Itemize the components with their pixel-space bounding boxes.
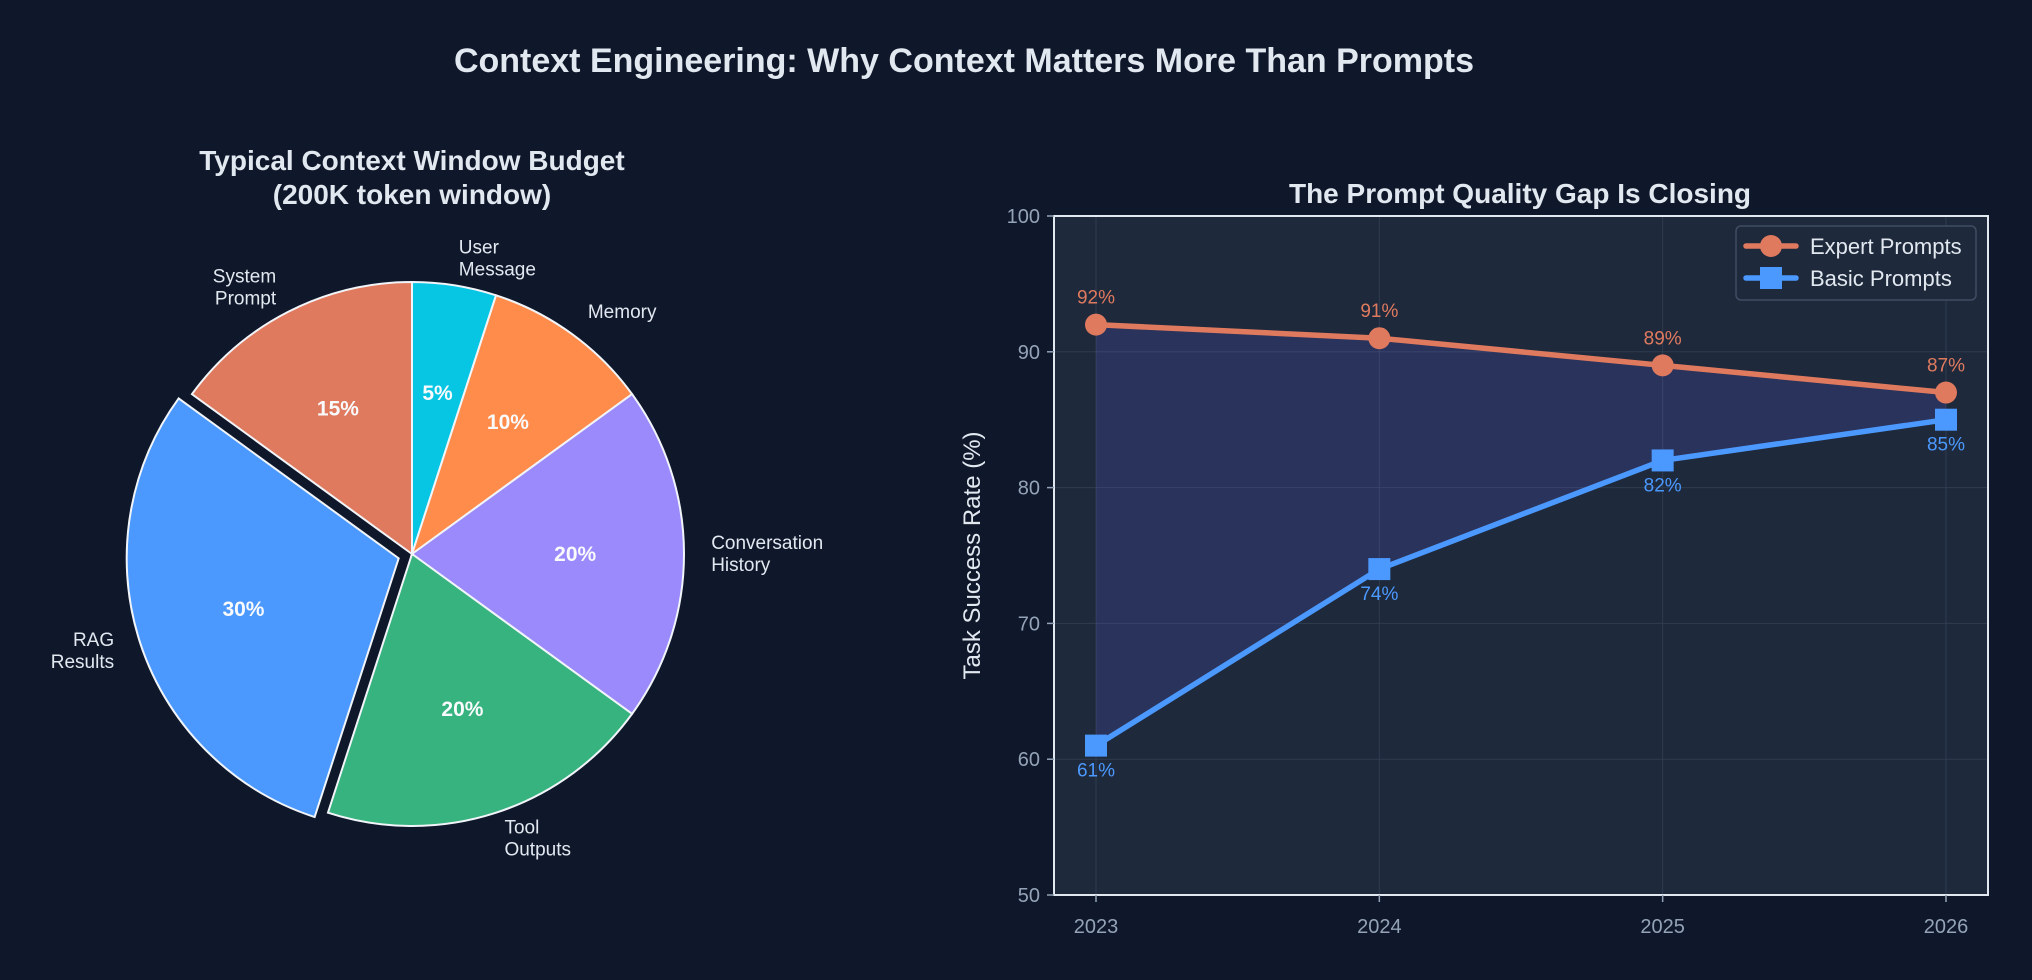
x-tick-label: 2026 (1924, 916, 1969, 938)
pie-title: Typical Context Window Budget (200K token… (199, 145, 624, 210)
data-point (1085, 313, 1107, 336)
gap-fill-area (1096, 324, 1946, 746)
y-tick-label: 60 (1018, 749, 1040, 771)
series-line (1093, 321, 1949, 396)
pie-pct-label: 15% (317, 398, 359, 421)
pie-category-label: System Prompt (213, 266, 277, 309)
pie-pct-label: 20% (441, 698, 483, 721)
data-label: 82% (1644, 475, 1682, 496)
pie-slice (410, 294, 634, 557)
pie-category-label: RAG Results (51, 630, 114, 673)
pie-category-label: Conversation History (711, 533, 823, 576)
pie-slice (125, 397, 400, 819)
pie-chart: Typical Context Window Budget (200K token… (51, 145, 823, 861)
line-title: The Prompt Quality Gap Is Closing (1289, 178, 1751, 209)
y-axis-label: Task Success Rate (%) (959, 431, 986, 679)
pie-slice (190, 280, 413, 556)
data-point (1085, 734, 1107, 757)
y-tick-label: 50 (1018, 885, 1040, 907)
y-tick-label: 100 (1007, 206, 1040, 228)
pie-slice (326, 552, 634, 827)
x-tick-label: 2023 (1074, 916, 1119, 938)
legend-label: Expert Prompts (1810, 234, 1962, 259)
legend-marker (1760, 267, 1782, 289)
data-point (1935, 408, 1957, 431)
data-point (1935, 381, 1957, 404)
x-tick-label: 2025 (1640, 916, 1685, 938)
pie-pct-label: 30% (222, 598, 264, 621)
data-label: 85% (1927, 435, 1965, 456)
pie-labels: 5% User Message 10% Memory 20% Conversation His… (51, 237, 823, 860)
series-lines (1093, 321, 1949, 749)
pie-slices (125, 280, 685, 827)
data-label: 89% (1644, 328, 1682, 349)
legend-marker (1760, 235, 1782, 257)
figure-title: Context Engineering: Why Context Matters… (454, 42, 1474, 80)
y-tick-label: 90 (1018, 342, 1040, 364)
data-point (1368, 558, 1391, 581)
data-label: 61% (1077, 761, 1115, 782)
data-point (1651, 449, 1674, 472)
plot-frame (1053, 215, 1989, 896)
data-point (1368, 327, 1391, 350)
pie-category-label: Memory (588, 302, 657, 323)
x-tick-label: 2024 (1357, 916, 1402, 938)
data-label: 92% (1077, 288, 1115, 309)
data-label: 74% (1360, 584, 1398, 605)
pie-slice (410, 392, 685, 716)
axis-ticks: 50 60 70 80 90 100 2023 2024 2025 2026 (1007, 206, 1969, 938)
pie-pct-label: 20% (554, 543, 596, 566)
data-point (1651, 354, 1674, 377)
series-line (1093, 416, 1949, 749)
data-label: 87% (1927, 356, 1965, 377)
data-label: 91% (1360, 301, 1398, 322)
y-tick-label: 80 (1018, 478, 1040, 500)
pie-category-label: User Message (459, 237, 536, 280)
pie-pct-label: 10% (487, 411, 529, 434)
data-labels: 92% 91% 89% 87% 61% 74% 82% 85% (1077, 288, 1965, 782)
line-chart: The Prompt Quality Gap Is Closing 92% 91%… (959, 178, 1989, 938)
legend: Expert Prompts Basic Prompts (1735, 225, 1977, 301)
series-markers (1085, 313, 1957, 757)
legend-label: Basic Prompts (1810, 266, 1952, 291)
y-tick-label: 70 (1018, 613, 1040, 635)
pie-pct-label: 5% (422, 382, 453, 405)
pie-category-label: Tool Outputs (504, 818, 571, 861)
